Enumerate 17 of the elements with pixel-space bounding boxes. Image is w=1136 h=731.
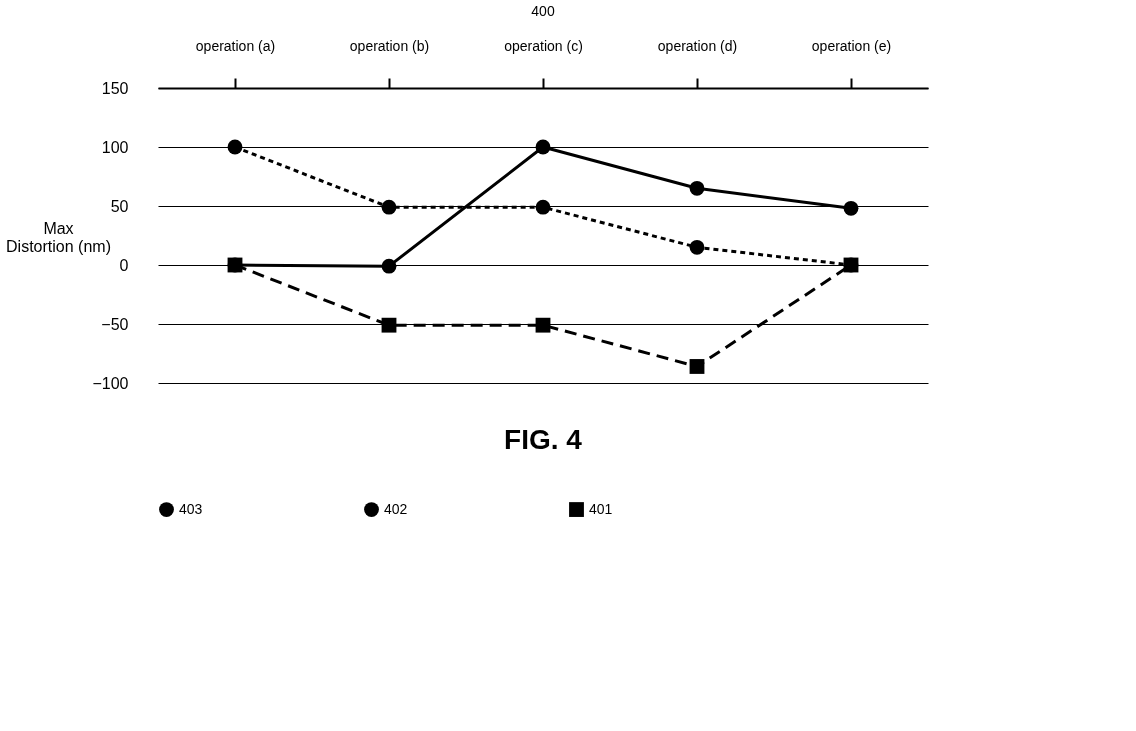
y-axis-title: Max Distortion (nm) xyxy=(6,219,111,255)
caption: FIG. 4 xyxy=(504,424,583,455)
chart-title: 400 xyxy=(531,3,555,19)
x-tick-label: operation (c) xyxy=(504,37,583,54)
x-tick-label: operation (a) xyxy=(195,37,276,54)
y-tick-label: 0 xyxy=(119,256,129,274)
y-tick-label: 150 xyxy=(101,79,129,97)
y-tick-label: 50 xyxy=(110,197,129,215)
x-tick-label: operation (d) xyxy=(657,37,738,54)
legend-label: 402 xyxy=(384,500,408,517)
y-tick-label: −100 xyxy=(92,374,129,392)
y-tick-label: −50 xyxy=(101,315,129,333)
legend-label: 403 xyxy=(179,500,203,517)
x-tick-label: operation (b) xyxy=(349,37,430,54)
y-tick-label: 100 xyxy=(101,138,129,156)
x-tick-label: operation (e) xyxy=(811,37,892,54)
legend-label: 401 xyxy=(589,500,613,517)
